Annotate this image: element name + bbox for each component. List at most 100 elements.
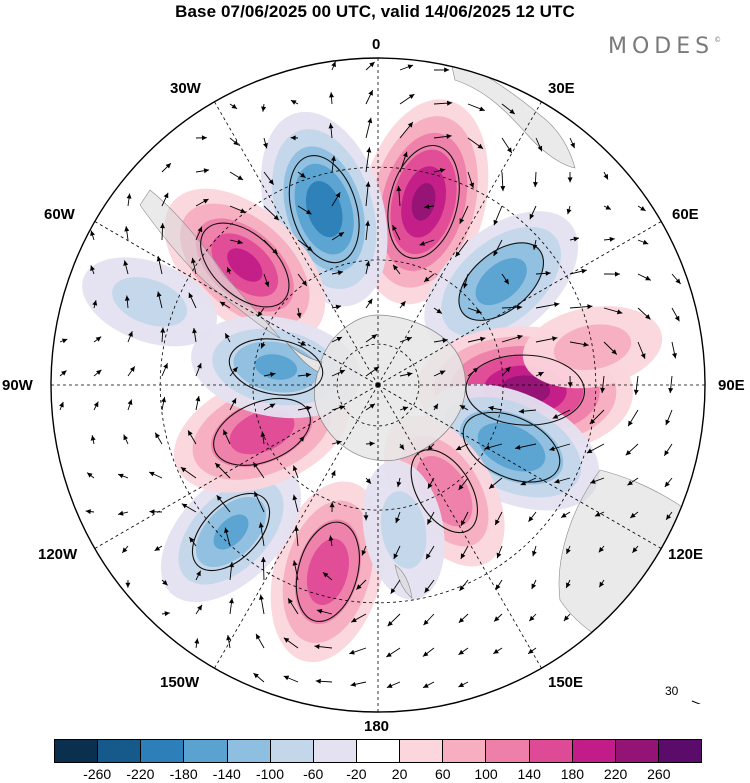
wind-arrow [229,239,243,245]
wind-arrow [329,92,334,105]
wind-arrow [195,135,207,141]
wind-arrow [297,372,312,378]
wind-arrow [259,594,265,615]
wind-arrow [637,205,646,212]
lon-label-120w: 120W [38,546,78,563]
wind-arrow [671,273,681,285]
wind-arrow [663,443,673,456]
wind-arrow [59,370,67,377]
colorbar-tick-label: -140 [212,766,241,782]
wind-arrow [637,239,649,245]
wind-arrow [625,443,639,456]
wind-arrow [263,372,276,377]
graticule [51,58,705,712]
wind-arrow [92,300,98,309]
wind-arrow [399,336,413,343]
wind-arrow [125,579,131,588]
wind-arrow [399,300,406,309]
wind-arrow [93,369,102,377]
wind-arrow [390,579,401,594]
colorbar-tick-label: 220 [603,766,628,782]
wind-arrow [194,638,200,649]
colorbar-segment [270,740,314,762]
wind-arrow [567,171,573,183]
wind-arrow [419,239,435,246]
wind-arrow [350,681,367,687]
wind-arrow [229,205,246,214]
lon-label-0: 0 [372,36,381,53]
wind-arrow [124,295,130,309]
wind-arrow [433,338,448,343]
colorbar-tick-label: -180 [169,766,198,782]
wind-arrow [263,273,270,288]
contour-ring [465,354,586,426]
wind-arrow [329,502,335,513]
wind-arrow [330,470,336,479]
wind-arrow [399,64,414,71]
negative-anomaly [160,461,302,603]
wind-arrow [316,609,333,615]
wind-arrow [427,477,435,489]
wind-arrow [161,611,170,617]
wind-arrow [229,103,238,110]
wind-arrow [161,162,172,173]
negative-anomaly [362,460,445,600]
wind-arrow [160,223,165,241]
wind-arrow [501,304,523,310]
colorbar-tick-label: 20 [391,766,408,782]
wind-arrow [229,137,239,146]
wind-arrow [567,375,573,388]
contour-lines [191,144,586,623]
wind-arrow [637,273,651,281]
wind-arrow [361,545,367,556]
wind-arrow [90,435,96,445]
map-title: Base 07/06/2025 00 UTC, valid 14/06/2025… [175,2,575,21]
wind-arrow [533,171,538,188]
lon-label-60w: 60W [44,206,75,223]
negative-anomaly [82,257,218,347]
colorbar-segment [356,740,401,762]
wind-arrow [603,341,618,355]
wind-arrow [386,647,401,658]
contour-ring [200,222,290,308]
wind-arrow [458,647,469,656]
wind-arrow [260,556,266,581]
colorbar-segment [443,740,487,762]
wind-arrow [637,307,651,320]
wind-arrow [399,371,413,377]
wind-arrow [603,171,609,180]
wind-arrow [422,647,435,657]
wind-arrow [459,205,469,224]
antarctic-peninsula [285,341,323,373]
wind-arrow [283,675,299,683]
wind-arrow [365,147,372,173]
wind-arrow [117,473,129,479]
wind-arrow [627,477,639,486]
wind-arrow [331,192,341,207]
wind-arrow [296,307,302,319]
wind-arrow [560,511,571,518]
wind-arrow [603,307,623,315]
wind-arrow [331,61,336,71]
colorbar-tick-label: -260 [83,766,112,782]
wind-arrow [195,604,203,615]
wind-arrow [255,633,265,649]
wind-arrow [365,181,371,207]
wind-arrow [460,511,469,527]
wind-arrow [148,471,163,479]
wind-arrow [569,137,576,149]
wind-arrow [563,613,571,622]
wind-arrow [569,268,587,275]
wind-arrow [365,334,378,343]
wind-arrow [594,511,605,517]
wind-arrow [297,205,312,215]
wind-arrow [467,137,484,150]
wind-arrow [459,404,469,411]
wind-arrow [86,472,95,479]
wind-arrow [297,341,307,346]
wind-arrow [365,477,372,484]
wind-arrow [493,239,503,257]
wind-arrow [467,103,485,112]
lon-label-30w: 30W [170,80,201,97]
wind-arrow [387,613,401,627]
